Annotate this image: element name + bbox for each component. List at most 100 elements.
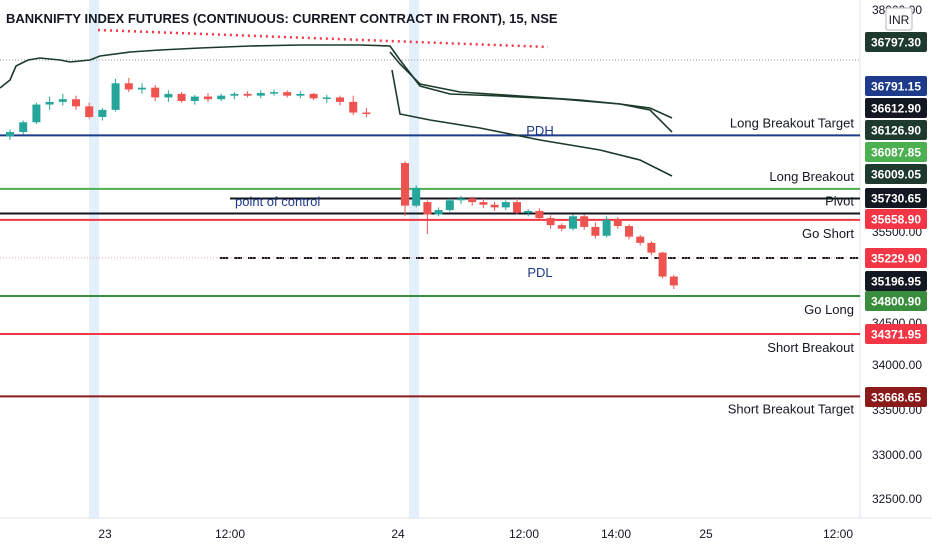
annotation-point-of-control: point of control xyxy=(235,194,320,209)
candle-body xyxy=(256,93,265,96)
candle-body xyxy=(434,210,443,215)
candle xyxy=(546,215,555,229)
session-highlight xyxy=(89,0,99,518)
candle-body xyxy=(217,95,226,100)
candle xyxy=(513,198,521,215)
candle-body xyxy=(535,210,544,219)
price-tag-value: 36791.15 xyxy=(871,80,921,94)
candle xyxy=(138,83,146,94)
x-tick-label: 12:00 xyxy=(823,527,853,541)
candle xyxy=(669,274,678,289)
price-tag-box xyxy=(865,120,927,140)
candle-body xyxy=(445,200,454,211)
candle xyxy=(283,90,292,98)
x-tick-label: 24 xyxy=(391,527,405,541)
candle xyxy=(445,198,454,212)
price-tag: 34800.90 xyxy=(865,291,927,311)
candle-body xyxy=(58,99,67,102)
price-tag: 33668.65 xyxy=(865,387,927,407)
candle-body xyxy=(490,204,499,208)
candle xyxy=(98,108,107,121)
candle xyxy=(190,94,199,105)
candle-body xyxy=(322,97,331,99)
candle xyxy=(124,77,133,93)
candle xyxy=(349,95,358,116)
candle xyxy=(625,224,633,240)
price-tag-value: 35658.90 xyxy=(871,213,921,227)
candle xyxy=(591,222,600,239)
candle xyxy=(613,217,622,229)
price-tag-value: 36795.45 xyxy=(871,57,921,71)
candle xyxy=(58,93,67,106)
level-label: Short Breakout Target xyxy=(728,401,855,416)
candle-body xyxy=(296,93,305,96)
candle-body xyxy=(479,202,488,205)
candle xyxy=(230,92,239,100)
level-label: Long Breakout Target xyxy=(730,115,854,130)
annotation-pdh: PDH xyxy=(526,123,553,138)
candle xyxy=(412,185,421,208)
candle-body xyxy=(401,163,409,206)
candle xyxy=(524,209,533,217)
x-tick-label: 12:00 xyxy=(509,527,539,541)
candle-body xyxy=(19,122,28,133)
price-tag-box xyxy=(865,188,927,208)
chart-title: BANKNIFTY INDEX FUTURES (CONTINUOUS: CUR… xyxy=(6,11,558,26)
candle-body xyxy=(613,219,622,227)
candle-body xyxy=(362,112,371,115)
candle xyxy=(457,195,465,204)
x-tick-label: 25 xyxy=(699,527,713,541)
candle xyxy=(151,85,160,101)
candle xyxy=(658,251,667,279)
candle xyxy=(309,93,318,101)
candle-body xyxy=(309,93,318,99)
currency-label: INR xyxy=(889,13,910,27)
moving-average-line-1 xyxy=(0,44,673,119)
price-tag-box xyxy=(865,387,927,407)
price-tag: 36791.15 xyxy=(865,76,927,96)
price-tag-value: 36797.30 xyxy=(871,36,921,50)
x-tick-label: 23 xyxy=(98,527,112,541)
candle-body xyxy=(243,93,252,96)
candle xyxy=(296,91,305,99)
price-tag-box xyxy=(865,248,927,268)
level-label: Go Long xyxy=(804,302,854,317)
candle-body xyxy=(647,242,656,253)
candle-body xyxy=(190,96,199,101)
price-tag-value: 33668.65 xyxy=(871,391,921,405)
candle-body xyxy=(6,132,14,137)
price-tag-value: 36087.85 xyxy=(871,146,921,160)
candle xyxy=(401,161,409,217)
candle-body xyxy=(546,218,555,226)
candle-body xyxy=(124,83,133,90)
candle xyxy=(362,108,371,117)
price-tag-box xyxy=(865,164,927,184)
price-tag-box xyxy=(865,53,927,73)
candle xyxy=(557,223,566,232)
candle xyxy=(243,91,252,98)
level-label: Long Breakout xyxy=(769,169,854,184)
session-highlight xyxy=(409,0,419,518)
candle xyxy=(111,78,120,112)
price-tag-box xyxy=(865,98,927,118)
candle-body xyxy=(72,99,80,107)
candle xyxy=(434,207,443,217)
candle-body xyxy=(557,225,566,229)
y-tick-label: 34000.00 xyxy=(872,358,922,372)
price-tag-value: 36009.05 xyxy=(871,168,921,182)
candle xyxy=(501,200,510,211)
candle-body xyxy=(151,87,160,98)
candle xyxy=(322,94,331,103)
candle-body xyxy=(524,210,533,213)
candle xyxy=(85,102,94,119)
candle-body xyxy=(283,92,292,96)
candle-body xyxy=(669,276,678,286)
moving-average-line-3 xyxy=(391,69,673,177)
price-tag-value: 34371.95 xyxy=(871,328,921,342)
candle xyxy=(204,93,212,102)
candle xyxy=(32,102,41,125)
currency-badge: INR xyxy=(885,7,913,31)
candle xyxy=(256,90,265,99)
candle-body xyxy=(164,93,173,98)
